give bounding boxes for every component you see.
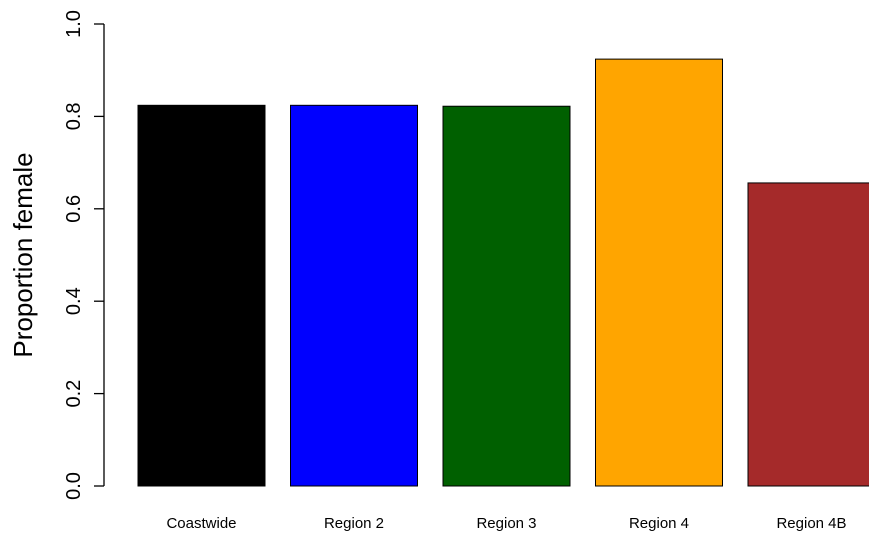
- y-tick-label: 0.8: [63, 102, 85, 130]
- y-tick-label: 0.2: [63, 380, 85, 408]
- y-axis-title: Proportion female: [8, 152, 38, 357]
- y-tick-label: 0.6: [63, 195, 85, 223]
- category-label: Region 4B: [776, 515, 846, 532]
- y-axis: 0.0 0.2 0.4 0.6 0.8 1.0: [63, 10, 105, 500]
- category-label: Region 4: [629, 515, 689, 532]
- y-tick-label: 0.0: [63, 472, 85, 500]
- y-tick-label: 0.4: [63, 287, 85, 315]
- bar: [747, 182, 869, 487]
- category-label: Coastwide: [166, 515, 236, 532]
- category-label: Region 2: [324, 515, 384, 532]
- bar: [137, 104, 266, 487]
- category-labels: Coastwide Region 2 Region 3 Region 4 Region …: [166, 515, 846, 532]
- y-tick-label: 1.0: [63, 10, 85, 38]
- bar: [442, 105, 571, 487]
- bar: [595, 58, 723, 487]
- category-label: Region 3: [476, 515, 536, 532]
- bar: [290, 104, 418, 487]
- bars: [137, 58, 869, 487]
